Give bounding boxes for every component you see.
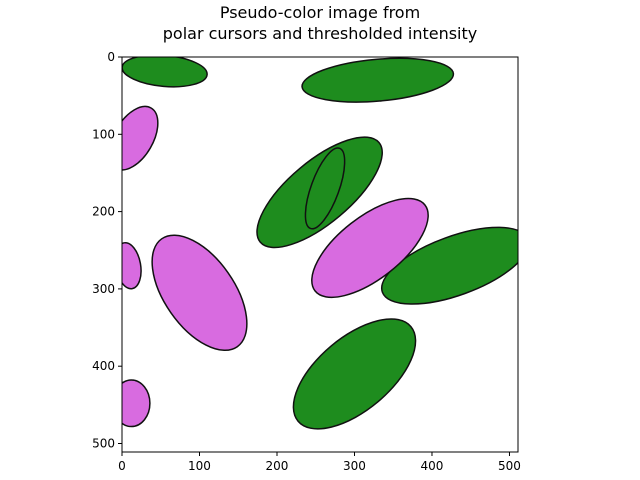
y-tick-label: 500 — [92, 436, 115, 450]
cells-layer — [122, 57, 518, 430]
x-tick-label: 300 — [343, 459, 366, 473]
x-tick-label: 400 — [421, 459, 444, 473]
y-tick-label: 100 — [92, 127, 115, 141]
y-tick-label: 0 — [107, 50, 115, 64]
y-tick-label: 300 — [92, 282, 115, 296]
green-cell-1 — [301, 57, 455, 103]
chart-title-line-2: polar cursors and thresholded intensity — [163, 24, 478, 43]
green-cell-4 — [304, 147, 346, 230]
y-axis: 0 100 200 300 400 500 — [92, 50, 122, 450]
magenta-cell-7 — [151, 234, 248, 352]
axes-frame — [121, 56, 519, 453]
green-cell-2 — [380, 226, 518, 305]
x-axis: 0 100 200 300 400 500 — [118, 452, 521, 473]
magenta-cell-8 — [122, 105, 159, 171]
x-tick-label: 500 — [498, 459, 521, 473]
x-tick-label: 200 — [266, 459, 289, 473]
magenta-cell-10 — [122, 379, 151, 428]
x-tick-label: 100 — [188, 459, 211, 473]
x-tick-label: 0 — [118, 459, 126, 473]
chart-title-line-1: Pseudo-color image from — [220, 3, 420, 22]
green-cell-3 — [292, 318, 417, 430]
magenta-cell-6 — [311, 197, 429, 299]
magenta-cell-9 — [122, 241, 142, 290]
y-tick-label: 200 — [92, 205, 115, 219]
y-tick-label: 400 — [92, 359, 115, 373]
